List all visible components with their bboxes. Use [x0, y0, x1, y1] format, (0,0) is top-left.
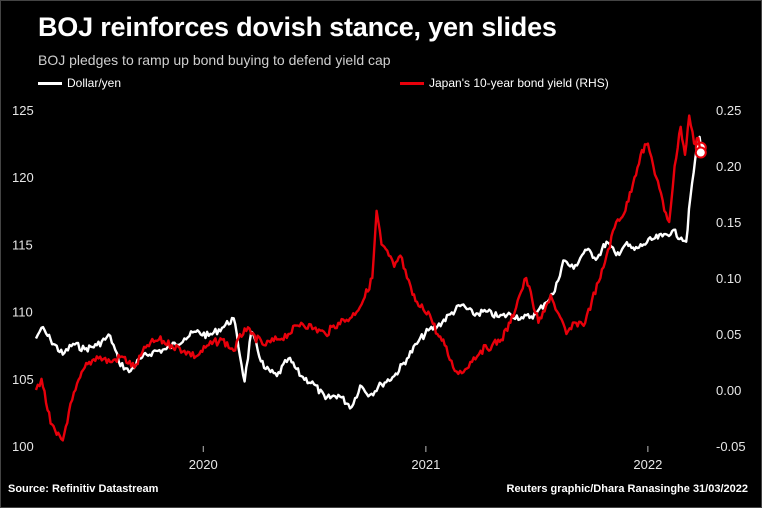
y-left-tick-label: 100: [12, 439, 34, 454]
y-right-tick-label: 0.25: [716, 103, 741, 118]
y-left-tick-label: 125: [12, 103, 34, 118]
legend-item-jgb-yield: Japan's 10-year bond yield (RHS): [400, 76, 609, 90]
y-right-tick-label: 0.15: [716, 215, 741, 230]
jgb-yield-line: [34, 114, 702, 442]
y-left-tick-label: 110: [12, 305, 33, 320]
legend-swatch-white: [38, 81, 62, 85]
legend-swatch-red: [400, 81, 424, 85]
chart-subtitle: BOJ pledges to ramp up bond buying to de…: [38, 52, 391, 68]
y-left-tick-label: 115: [12, 237, 33, 252]
y-right-tick-label: 0.20: [716, 159, 741, 174]
y-right-tick-label: 0.10: [716, 271, 741, 286]
x-tick-label: 2021: [411, 457, 440, 472]
dollar-yen-line: [34, 135, 702, 410]
y-right-tick-label: 0.05: [716, 327, 741, 342]
y-left-tick-label: 105: [12, 372, 34, 387]
legend-label-jgb-yield: Japan's 10-year bond yield (RHS): [429, 76, 609, 90]
y-right-tick-label: -0.05: [716, 439, 746, 454]
y-left-tick-label: 120: [12, 170, 34, 185]
jgb-yield-end-marker: [694, 146, 707, 159]
x-tick-label: 2020: [189, 457, 218, 472]
legend-label-dollar-yen: Dollar/yen: [67, 76, 122, 90]
chart-title: BOJ reinforces dovish stance, yen slides: [38, 12, 557, 42]
source-note: Source: Refinitiv Datastream: [8, 483, 159, 495]
credit-note: Reuters graphic/Dhara Ranasinghe 31/03/2…: [506, 483, 749, 495]
y-right-tick-label: 0.00: [716, 383, 741, 398]
legend-item-dollar-yen: Dollar/yen: [38, 76, 121, 90]
x-tick-label: 2022: [633, 457, 662, 472]
